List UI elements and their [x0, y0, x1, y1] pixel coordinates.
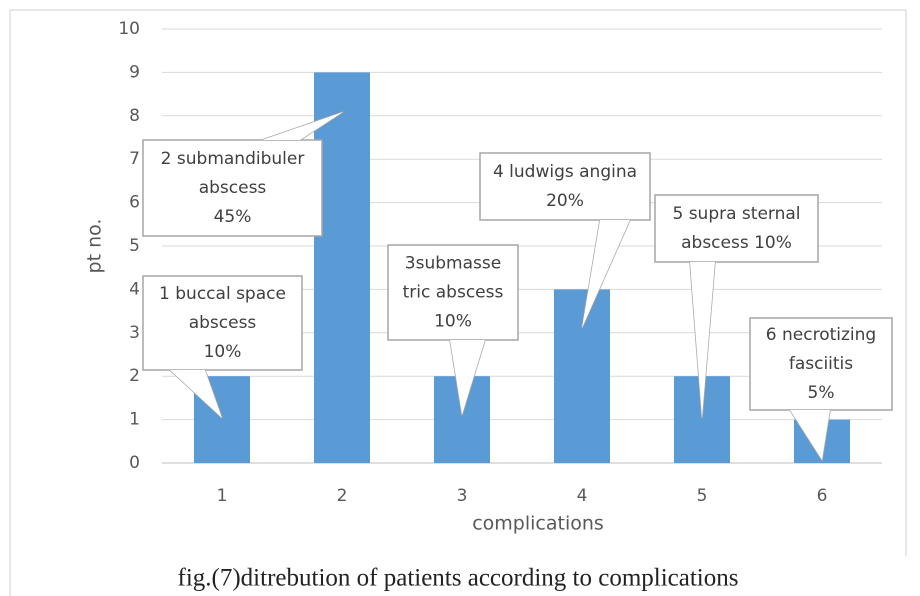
callout-box — [479, 152, 651, 221]
callout-joint — [262, 112, 343, 140]
bar — [314, 72, 370, 464]
annotation: fasciitis — [789, 354, 853, 374]
annotation: 20% — [546, 191, 584, 211]
y-axis-label: pt no. — [84, 219, 106, 274]
y-tick-label: 1 — [129, 410, 140, 430]
annotation: abscess 10% — [681, 233, 792, 253]
annotation: 45% — [214, 207, 252, 227]
y-tick-label: 4 — [129, 279, 140, 299]
x-tick-label: 2 — [337, 486, 348, 506]
y-tick-label: 6 — [129, 193, 140, 213]
y-tick-label: 8 — [129, 106, 140, 126]
bar — [554, 289, 610, 463]
annotation: 3submasse — [405, 254, 501, 274]
callout-joint — [582, 220, 630, 328]
callout-box — [142, 275, 303, 371]
callout-box — [387, 244, 519, 341]
caption: fig.(7)ditrebution of patients according… — [178, 565, 739, 592]
callout-box — [749, 317, 893, 411]
annotation: 5% — [808, 383, 835, 403]
x-tick-label: 3 — [457, 486, 468, 506]
y-tick-label: 10 — [118, 19, 140, 39]
x-axis-label: complications — [472, 513, 604, 535]
annotation: 10% — [434, 312, 472, 332]
callout-joint — [170, 370, 222, 418]
callout-box — [142, 139, 323, 237]
x-tick-label: 4 — [577, 486, 588, 506]
annotation: tric abscess — [403, 283, 504, 303]
y-tick-label: 5 — [129, 236, 140, 256]
y-tick-label: 2 — [129, 366, 140, 386]
annotation: abscess — [189, 313, 257, 333]
y-tick-label: 9 — [129, 62, 140, 82]
x-tick-label: 6 — [817, 486, 828, 506]
y-tick-label: 3 — [129, 323, 140, 343]
y-tick-label: 0 — [129, 453, 140, 473]
y-tick-label: 7 — [129, 149, 140, 169]
annotation: 10% — [204, 342, 242, 362]
annotation: 4 ludwigs angina — [493, 162, 637, 182]
callout-joint — [790, 410, 830, 460]
annotation: 5 supra sternal — [672, 204, 800, 224]
x-tick-label: 5 — [697, 486, 708, 506]
callout-joint — [450, 340, 485, 415]
annotation: 6 necrotizing — [766, 325, 876, 345]
annotation: 2 submandibuler — [161, 149, 305, 169]
annotation: 1 buccal space — [159, 284, 286, 304]
callout-box — [654, 194, 819, 263]
callout-joint — [690, 262, 715, 418]
x-tick-label: 1 — [217, 486, 228, 506]
annotation: abscess — [199, 178, 267, 198]
